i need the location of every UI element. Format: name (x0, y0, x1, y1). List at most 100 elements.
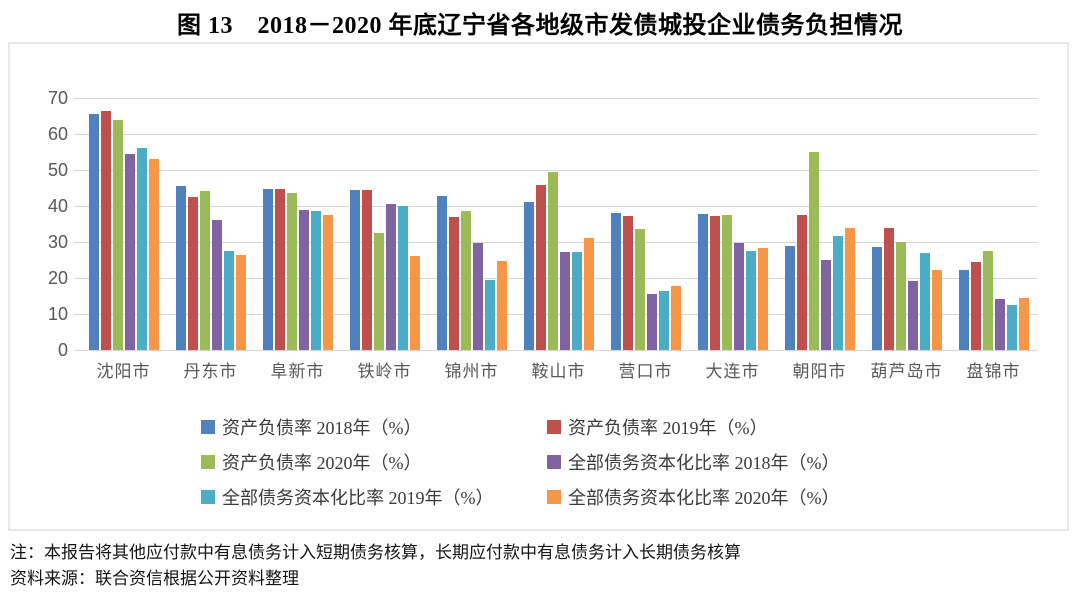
legend-label: 资产负债率 2020年（%） (222, 453, 422, 473)
legend-item: 资产负债率 2018年（%） (201, 415, 422, 439)
bar (148, 159, 159, 350)
y-tick-label: 0 (57, 340, 68, 360)
y-tick-label: 10 (47, 304, 68, 324)
bar-group (254, 98, 341, 350)
bar (808, 152, 819, 350)
legend-row: 资产负债率 2018年（%） 资产负债率 2019年（%） (10, 415, 1067, 439)
y-tick-label: 30 (47, 232, 68, 252)
bar (832, 235, 843, 350)
legend-item: 全部债务资本化比率 2020年（%） (547, 485, 840, 509)
x-axis-label: 铁岭市 (357, 362, 412, 381)
bar (460, 211, 471, 350)
bar (844, 228, 855, 350)
bar (670, 285, 681, 350)
bar (994, 298, 1005, 350)
bar (385, 203, 396, 350)
x-axis-label: 大连市 (705, 362, 760, 381)
bar (298, 210, 309, 350)
bar (88, 114, 99, 350)
bar (310, 211, 321, 350)
bar (199, 190, 210, 350)
bar (883, 228, 894, 350)
bar (931, 270, 942, 350)
y-tick-label: 70 (47, 88, 68, 108)
legend-label: 资产负债率 2018年（%） (222, 418, 422, 438)
bar-group (776, 98, 863, 350)
bar (484, 280, 495, 350)
legend-item: 全部债务资本化比率 2019年（%） (201, 485, 494, 509)
bar (820, 260, 831, 350)
bar (583, 238, 594, 350)
bar (1006, 304, 1017, 350)
bar (757, 248, 768, 350)
bar (472, 242, 483, 350)
gridline (74, 98, 1037, 99)
bar-group (515, 98, 602, 350)
legend: 资产负债率 2018年（%） 资产负债率 2019年（%） 资产负债率 2020年（… (10, 44, 1067, 529)
bar (697, 213, 708, 350)
legend-item: 全部债务资本化比率 2018年（%） (547, 450, 840, 474)
bar (871, 247, 882, 350)
legend-label: 资产负债率 2019年（%） (568, 418, 768, 438)
bar-group (341, 98, 428, 350)
bar (610, 212, 621, 350)
bar (223, 250, 234, 350)
bar (982, 250, 993, 350)
x-axis-label: 葫芦岛市 (870, 362, 943, 381)
bar (286, 192, 297, 350)
bar (919, 253, 930, 350)
bar (496, 261, 507, 350)
bar (112, 119, 123, 350)
bar (709, 216, 720, 350)
bar (349, 189, 360, 350)
bar-group (602, 98, 689, 350)
x-axis-label: 丹东市 (183, 362, 238, 381)
bar (523, 202, 534, 350)
bar-group (950, 98, 1037, 350)
bar (397, 206, 408, 350)
x-axis-label: 阜新市 (270, 362, 325, 381)
x-axis-label: 沈阳市 (96, 362, 151, 381)
bar (658, 290, 669, 350)
legend-swatch (201, 420, 215, 434)
bar (784, 245, 795, 350)
legend-swatch (201, 455, 215, 469)
legend-swatch (547, 455, 561, 469)
x-axis-label: 营口市 (618, 362, 673, 381)
bar (136, 148, 147, 350)
chart-frame: 70 60 50 40 30 20 10 0 沈阳市 丹东市 阜新市 铁岭市 锦州市 鞍山市 营口市 大连市… (8, 42, 1069, 531)
bar (187, 196, 198, 350)
bar (634, 228, 645, 350)
x-axis-label: 朝阳市 (792, 362, 847, 381)
y-tick-label: 40 (47, 196, 68, 216)
bar (100, 110, 111, 350)
bar-group (80, 98, 167, 350)
bar (907, 281, 918, 350)
legend-row: 全部债务资本化比率 2019年（%） 全部债务资本化比率 2020年（%） (10, 485, 1067, 509)
gridline (74, 134, 1037, 135)
bar (646, 294, 657, 350)
plot-area (74, 98, 1037, 351)
bar-group (863, 98, 950, 350)
bar (436, 195, 447, 350)
bar (895, 241, 906, 350)
legend-label: 全部债务资本化比率 2019年（%） (222, 488, 494, 508)
bar (1018, 297, 1029, 350)
y-axis: 70 60 50 40 30 20 10 0 (10, 88, 72, 360)
bar (796, 214, 807, 350)
bar (262, 189, 273, 350)
x-axis: 沈阳市 丹东市 阜新市 铁岭市 锦州市 鞍山市 营口市 大连市 朝阳市 葫芦岛市 盘锦市 (80, 360, 1037, 384)
y-tick-label: 20 (47, 268, 68, 288)
bar (373, 232, 384, 350)
bar (745, 251, 756, 350)
bar (958, 270, 969, 350)
bar (175, 186, 186, 350)
legend-swatch (201, 490, 215, 504)
y-tick-label: 50 (47, 160, 68, 180)
footnote-source: 资料来源：联合资信根据公开资料整理 (10, 569, 299, 588)
bar (622, 216, 633, 350)
bar (535, 185, 546, 350)
gridline (74, 170, 1037, 171)
bar (571, 252, 582, 350)
